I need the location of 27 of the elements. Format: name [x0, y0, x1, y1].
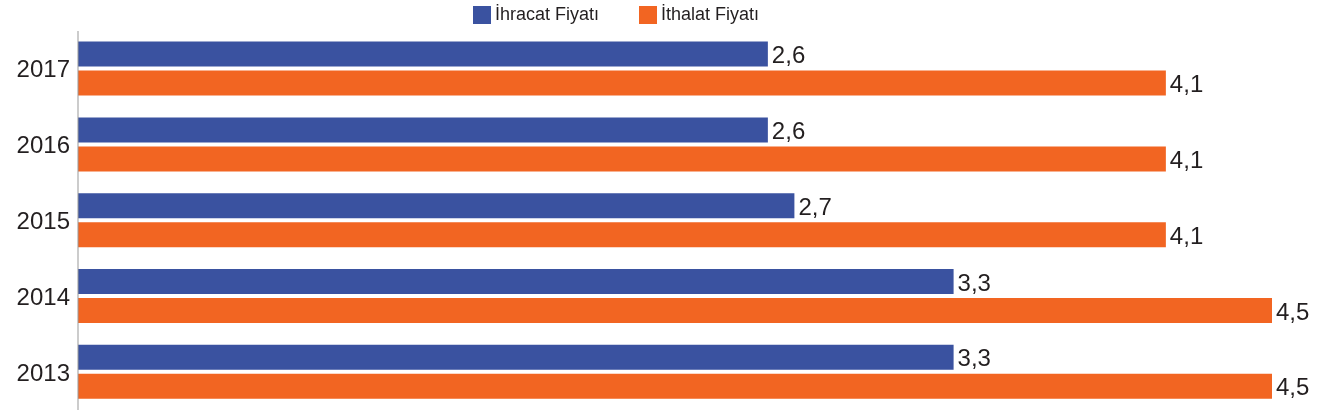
bar: [78, 70, 1166, 96]
data-label: 2,7: [798, 192, 832, 220]
bar: [78, 117, 768, 143]
data-label: 4,1: [1169, 70, 1204, 98]
data-label: 4,5: [1276, 297, 1310, 325]
bar: [78, 193, 795, 219]
bar: [78, 344, 954, 370]
legend-label: İhracat Fiyatı: [494, 4, 599, 24]
bar: [78, 146, 1166, 172]
data-label: 2,6: [771, 116, 806, 144]
data-label: 2,6: [771, 41, 806, 69]
bar: [78, 222, 1166, 248]
y-tick-label: 2016: [16, 131, 70, 159]
data-label: 3,3: [957, 344, 991, 372]
bar: [78, 373, 1272, 399]
data-label: 4,5: [1276, 373, 1310, 401]
bar: [78, 41, 768, 67]
bar: [78, 298, 1272, 324]
data-label: 3,3: [957, 268, 991, 296]
y-tick-label: 2013: [16, 358, 70, 386]
y-tick-label: 2017: [16, 55, 70, 83]
data-label: 4,1: [1169, 145, 1204, 173]
data-label: 4,1: [1169, 221, 1204, 249]
y-tick-label: 2014: [16, 282, 70, 310]
y-tick-label: 2015: [16, 207, 70, 235]
legend-label: İthalat Fiyatı: [661, 4, 760, 24]
bar: [78, 269, 954, 295]
